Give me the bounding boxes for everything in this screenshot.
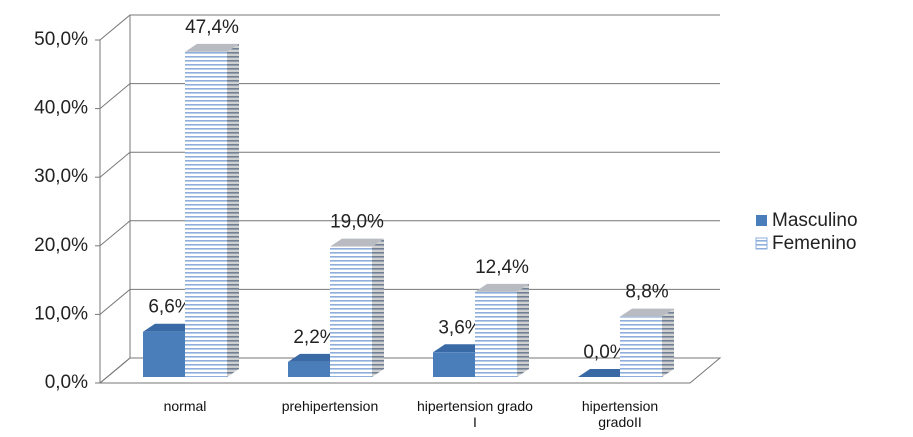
y-tick-label: 30,0% xyxy=(34,166,88,187)
value-label: 19,0% xyxy=(330,212,384,233)
legend-label: Masculino xyxy=(772,210,858,231)
bar-face xyxy=(330,246,372,377)
bar-top xyxy=(620,308,674,317)
x-tick-label: hipertension grado I xyxy=(417,398,533,430)
bar-side xyxy=(662,308,674,377)
bar-face xyxy=(433,352,475,377)
y-tick-label: 10,0% xyxy=(34,303,88,324)
bar-top xyxy=(330,238,384,247)
bar-face xyxy=(620,316,662,377)
legend-label: Femenino xyxy=(772,233,857,254)
y-tick-label: 40,0% xyxy=(34,98,88,119)
bar-face xyxy=(185,51,227,377)
y-tick-label: 20,0% xyxy=(34,235,88,256)
legend-swatch xyxy=(756,215,767,226)
y-tick-label: 50,0% xyxy=(34,29,88,50)
value-label: 47,4% xyxy=(185,17,239,38)
value-label: 3,6% xyxy=(438,317,481,338)
bar-top xyxy=(578,369,632,377)
bar xyxy=(620,308,674,377)
bar xyxy=(578,369,632,377)
y-tick-label: 0,0% xyxy=(45,372,88,393)
x-tick-label: hipertension gradoII xyxy=(581,398,659,430)
bar-side xyxy=(517,283,529,377)
bar-top xyxy=(185,43,239,52)
grid-line xyxy=(99,83,720,109)
bar-top xyxy=(143,323,197,332)
value-label: 8,8% xyxy=(625,282,668,303)
x-tick-label: normal xyxy=(163,398,207,414)
value-label: 12,4% xyxy=(475,257,529,278)
legend-swatch xyxy=(755,237,768,250)
bar xyxy=(475,283,529,377)
grid-line xyxy=(99,151,720,178)
x-tick-label: prehipertension xyxy=(281,398,379,414)
grid-line xyxy=(99,14,720,41)
bar-top xyxy=(433,344,487,353)
value-label: 2,2% xyxy=(293,327,336,348)
bar-face xyxy=(288,361,330,377)
grid-line xyxy=(99,220,720,247)
bar xyxy=(330,238,384,377)
value-label: 0,0% xyxy=(583,342,626,363)
bar-face xyxy=(143,331,185,377)
bar-side xyxy=(227,43,239,377)
bar-top xyxy=(475,283,529,292)
bar xyxy=(185,43,239,377)
value-label: 6,6% xyxy=(148,297,191,318)
bar-top xyxy=(288,353,342,362)
bar-side xyxy=(372,238,384,377)
bar-face xyxy=(475,291,517,377)
